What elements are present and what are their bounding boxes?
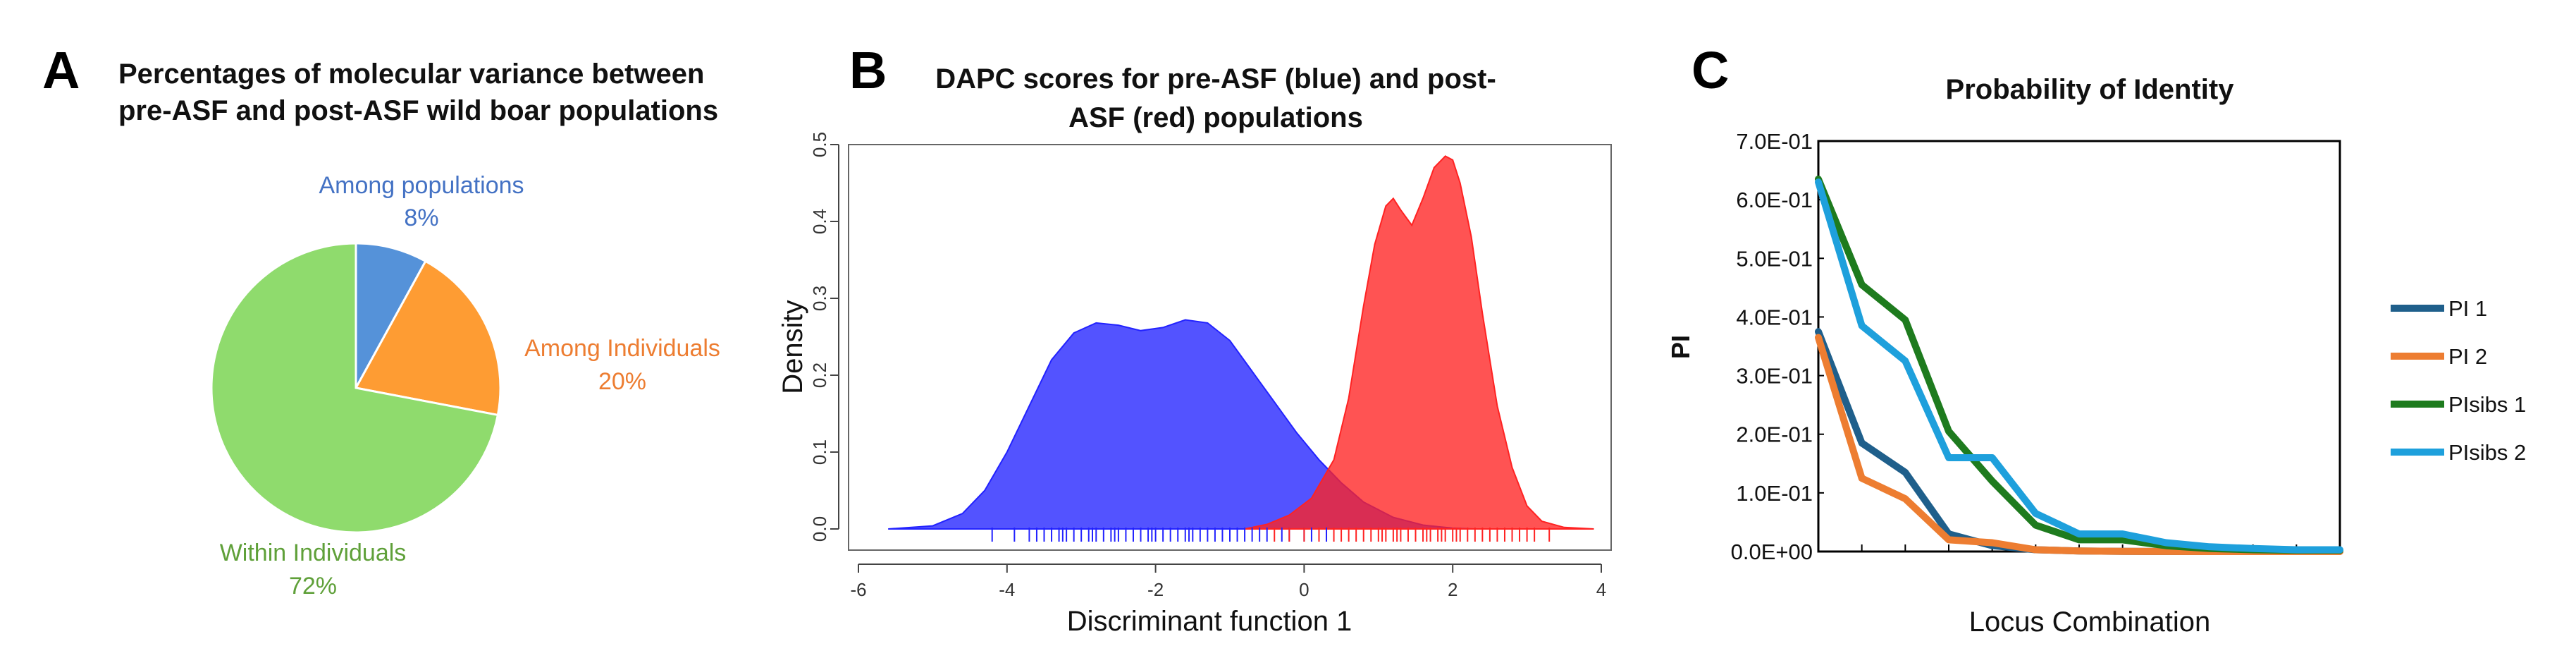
- pi-legend-label: PI 2: [2448, 344, 2487, 369]
- density-y-tick-label: 0.1: [809, 439, 830, 465]
- pie-slice-among-populations: [355, 242, 427, 389]
- pie-label-among-populations: Among populations: [319, 172, 524, 199]
- pie-slice-within-individuals: [210, 242, 500, 534]
- density-y-tick-label: 0.0: [809, 516, 830, 542]
- pie-value-among-individuals: 20%: [598, 368, 646, 395]
- density-plot: [888, 155, 1594, 530]
- pi-plot-frame: [1817, 140, 2341, 553]
- pi-legend-label: PIsibs 2: [2448, 440, 2526, 465]
- density-y-axis: 0.0 0.1 0.2 0.3 0.4 0.5: [809, 132, 839, 542]
- density-y-axis-label: Density: [777, 300, 808, 394]
- pi-y-tick-label: 5.0E-01: [1736, 246, 1813, 271]
- panel-b: B DAPC scores for pre-ASF (blue) and pos…: [777, 41, 1612, 637]
- density-y-tick-label: 0.4: [809, 209, 830, 234]
- pi-y-tick-label: 1.0E-01: [1736, 481, 1813, 506]
- panel-b-title-line-1: DAPC scores for pre-ASF (blue) and post-: [935, 63, 1496, 95]
- density-plot-frame: [848, 144, 1612, 551]
- panel-c-letter: C: [1691, 41, 1729, 99]
- pi-legend-label: PIsibs 1: [2448, 392, 2526, 417]
- density-x-tick-label: -2: [1147, 579, 1164, 600]
- density-x-tick-label: -6: [850, 579, 866, 600]
- panel-c-title: Probability of Identity: [1946, 74, 2235, 105]
- pi-y-tick-label: 7.0E-01: [1736, 129, 1813, 154]
- density-x-axis: -6 -4 -2 0 2 4: [850, 564, 1606, 600]
- pi-line-pi-1: [1815, 328, 2343, 555]
- pi-line-pisibs-2: [1815, 178, 2343, 554]
- pi-y-tick-label: 0.0E+00: [1731, 540, 1813, 564]
- pi-legend: PI 1 PI 2 PIsibs 1 PIsibs 2: [2391, 296, 2526, 465]
- panel-a-title-line-2: pre-ASF and post-ASF wild boar populatio…: [118, 95, 718, 126]
- density-rug: [991, 528, 1551, 542]
- density-y-tick-label: 0.2: [809, 363, 830, 388]
- density-area-post-asf: [1244, 155, 1594, 530]
- pi-y-tick-label: 2.0E-01: [1736, 422, 1813, 447]
- pi-y-tick-label: 6.0E-01: [1736, 188, 1813, 212]
- pie-chart: [210, 242, 502, 534]
- pi-y-axis-label: PI: [1666, 335, 1695, 359]
- panel-b-title-line-2: ASF (red) populations: [1068, 102, 1363, 133]
- pie-slice-among-individuals: [354, 260, 502, 417]
- pi-legend-label: PI 1: [2448, 296, 2487, 321]
- pi-plot: [1815, 176, 2343, 555]
- density-x-tick-label: 0: [1299, 579, 1309, 600]
- pi-y-tick-label: 4.0E-01: [1736, 305, 1813, 329]
- density-x-tick-label: -4: [999, 579, 1015, 600]
- panel-a-letter: A: [42, 41, 80, 99]
- panel-a: A Percentages of molecular variance betw…: [42, 41, 720, 599]
- density-x-axis-label: Discriminant function 1: [1067, 606, 1352, 637]
- pi-axes: 0.0E+00 1.0E-01 2.0E-01 3.0E-01 4.0E-01 5.0E-…: [1731, 129, 2341, 564]
- density-y-tick-label: 0.3: [809, 286, 830, 311]
- density-x-tick-label: 4: [1596, 579, 1606, 600]
- panel-b-letter: B: [849, 41, 887, 99]
- pi-y-tick-label: 3.0E-01: [1736, 364, 1813, 389]
- pie-value-among-populations: 8%: [404, 205, 438, 231]
- panel-a-title-line-1: Percentages of molecular variance betwee…: [118, 59, 704, 90]
- pie-label-within-individuals: Within Individuals: [220, 540, 407, 566]
- density-y-tick-label: 0.5: [809, 132, 830, 157]
- pi-line-pi-2: [1815, 334, 2343, 555]
- density-x-tick-label: 2: [1448, 579, 1458, 600]
- panel-c: C Probability of Identity 0.0E+00 1.0E-01…: [1666, 41, 2526, 638]
- pi-x-axis-label: Locus Combination: [1969, 607, 2210, 638]
- pie-value-within-individuals: 72%: [289, 573, 337, 599]
- pie-label-among-individuals: Among Individuals: [524, 335, 720, 362]
